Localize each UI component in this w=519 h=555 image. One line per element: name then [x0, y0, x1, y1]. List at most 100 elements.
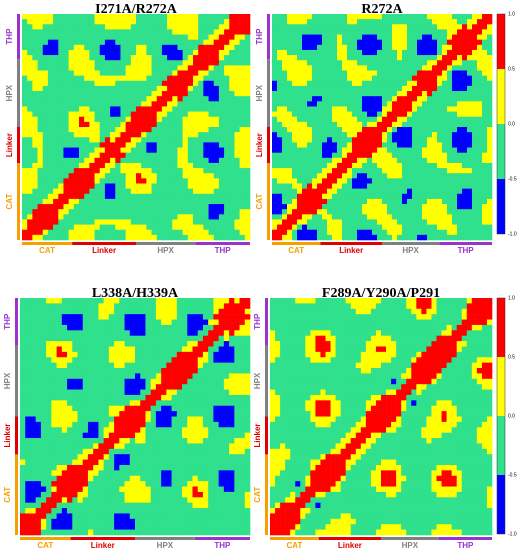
heatmap-cell	[56, 341, 63, 347]
heatmap-cell	[167, 204, 173, 210]
heatmap-cell	[218, 335, 225, 342]
heatmap-cell	[244, 421, 251, 428]
heatmap-cell	[218, 39, 225, 46]
heatmap-cell	[218, 178, 225, 184]
heatmap-cell	[141, 162, 147, 169]
heatmap-cell	[99, 101, 106, 107]
heatmap-cell	[120, 70, 126, 76]
heatmap-cell	[437, 183, 443, 189]
heatmap-cell	[447, 168, 453, 174]
heatmap-cell	[98, 373, 104, 380]
heatmap-cell	[234, 416, 240, 423]
heatmap-cell	[203, 91, 209, 97]
heatmap-cell	[208, 234, 215, 241]
heatmap-cell	[150, 411, 157, 417]
heatmap-cell	[89, 85, 95, 92]
heatmap-cell	[27, 96, 33, 102]
heatmap-cell	[84, 106, 90, 112]
heatmap-cell	[282, 34, 288, 40]
heatmap-cell	[177, 24, 183, 30]
heatmap-cell	[192, 400, 199, 407]
heatmap-cell	[182, 389, 188, 396]
heatmap-cell	[115, 229, 121, 236]
heatmap-cell	[103, 394, 110, 401]
heatmap-cell	[104, 219, 111, 225]
heatmap-cell	[150, 373, 157, 380]
heatmap-cell	[32, 173, 38, 179]
heatmap-cell	[114, 421, 120, 428]
heatmap-cell	[239, 49, 246, 56]
heatmap-cell	[387, 80, 393, 87]
heatmap-cell	[203, 219, 209, 225]
heatmap-cell	[472, 49, 478, 56]
heatmap-cell	[58, 152, 64, 159]
heatmap-cell	[487, 157, 493, 164]
heatmap-cell	[120, 34, 126, 40]
heatmap-cell	[437, 91, 443, 97]
heatmap-cell	[172, 70, 178, 76]
heatmap-cell	[477, 96, 483, 102]
heatmap-cell	[322, 65, 328, 71]
heatmap-cell	[125, 127, 132, 133]
heatmap-cell	[224, 219, 230, 225]
heatmap-cell	[53, 96, 59, 102]
heatmap-cell	[312, 29, 318, 35]
heatmap-cell	[156, 204, 163, 210]
heatmap-cell	[387, 101, 393, 107]
heatmap-cell	[37, 24, 44, 30]
heatmap-cell	[192, 405, 199, 412]
heatmap-cell	[482, 142, 488, 148]
heatmap-cell	[141, 178, 147, 184]
heatmap-cell	[382, 198, 388, 205]
heatmap-cell	[427, 101, 433, 107]
heatmap-cell	[202, 405, 209, 412]
heatmap-cell	[229, 111, 235, 118]
heatmap-cell	[467, 183, 473, 189]
heatmap-cell	[150, 303, 157, 310]
heatmap-cell	[452, 168, 458, 174]
heatmap-cell	[198, 101, 204, 107]
heatmap-cell	[151, 34, 158, 40]
heatmap-cell	[94, 188, 101, 195]
heatmap-cell	[402, 24, 408, 30]
heatmap-cell	[447, 39, 453, 46]
heatmap-cell	[193, 19, 199, 25]
heatmap-cell	[417, 219, 423, 225]
heatmap-cell	[177, 75, 183, 82]
heatmap-cell	[104, 106, 111, 112]
heatmap-cell	[35, 335, 42, 342]
heatmap-cell	[208, 411, 214, 417]
heatmap-cell	[417, 214, 423, 220]
heatmap-cell	[171, 400, 178, 407]
heatmap-cell	[239, 394, 246, 401]
heatmap-cell	[161, 178, 168, 184]
heatmap-cell	[229, 234, 235, 241]
heatmap-cell	[224, 85, 230, 92]
heatmap-cell	[130, 34, 137, 40]
heatmap-cell	[412, 65, 418, 71]
heatmap-cell	[203, 193, 209, 200]
heatmap-cell	[182, 224, 189, 231]
heatmap-cell	[239, 121, 246, 128]
heatmap-cell	[297, 19, 303, 25]
heatmap-cell	[37, 55, 44, 61]
heatmap-cell	[487, 193, 493, 200]
heatmap-cell	[20, 373, 26, 380]
heatmap-cell	[30, 319, 36, 326]
heatmap-cell	[141, 55, 147, 61]
heatmap-cell	[82, 373, 89, 380]
heatmap-cell	[171, 330, 178, 337]
heatmap-cell	[37, 219, 44, 225]
heatmap-cell	[22, 178, 28, 184]
heatmap-cell	[58, 142, 64, 148]
heatmap	[20, 298, 251, 536]
heatmap-cell	[27, 198, 33, 205]
heatmap-cell	[282, 29, 288, 35]
heatmap-cell	[56, 351, 63, 358]
heatmap-cell	[442, 80, 448, 87]
heatmap-cell	[312, 132, 318, 138]
heatmap-cell	[472, 91, 478, 97]
heatmap-cell	[176, 421, 183, 428]
heatmap-cell	[177, 142, 183, 148]
heatmap-cell	[79, 152, 85, 159]
